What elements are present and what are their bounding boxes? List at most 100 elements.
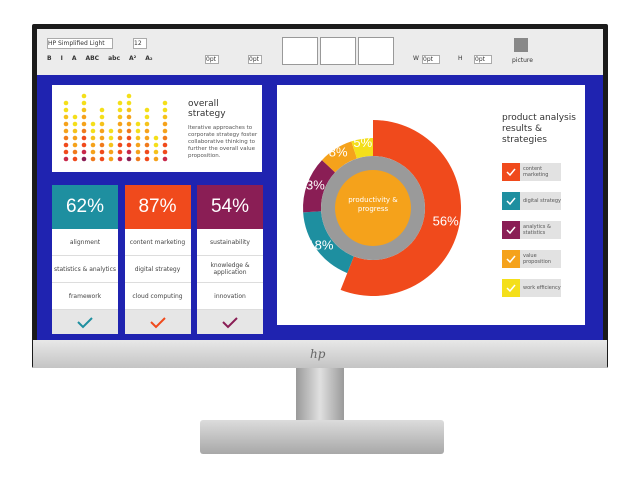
- format-button[interactable]: A₂: [145, 55, 153, 62]
- dot: [63, 121, 69, 127]
- dot: [99, 107, 105, 113]
- kpi-item: sustainability: [197, 229, 263, 256]
- dot: [144, 121, 150, 127]
- dim-input[interactable]: 0pt: [422, 55, 440, 64]
- dot: [90, 142, 96, 148]
- legend-swatch: [502, 192, 520, 210]
- slice-label: 18%: [307, 238, 333, 253]
- dot: [72, 135, 78, 141]
- kpi-value: 62%: [52, 185, 118, 229]
- kpi-item: framework: [52, 283, 118, 310]
- donut-chart: 56% 18% 13% 8% 5% productivity & progress: [299, 120, 461, 296]
- dot: [81, 135, 87, 141]
- dot: [126, 142, 132, 148]
- center-circle: [335, 170, 411, 246]
- dot: [144, 114, 150, 120]
- size-select[interactable]: 12: [133, 38, 147, 49]
- chart-title: product analysis results & strategies: [502, 113, 576, 145]
- dot: [153, 135, 159, 141]
- dot: [117, 156, 123, 162]
- dot: [117, 121, 123, 127]
- donut-slice: [340, 120, 461, 296]
- kpi-item: alignment: [52, 229, 118, 256]
- picture-icon[interactable]: [514, 38, 528, 52]
- stand-base: [200, 420, 444, 454]
- dot: [135, 135, 141, 141]
- format-button[interactable]: I: [60, 55, 63, 62]
- format-button[interactable]: abc: [108, 55, 120, 62]
- font-select[interactable]: HP Simplified Light: [47, 38, 113, 49]
- kpi-card: 54% sustainability knowledge & application…: [197, 185, 263, 334]
- format-button[interactable]: A²: [129, 55, 137, 62]
- dot: [63, 135, 69, 141]
- legend-check: [506, 197, 516, 206]
- dot: [63, 114, 69, 120]
- kpi-item: innovation: [197, 283, 263, 310]
- legend-label: value proposition: [520, 250, 561, 268]
- dot: [72, 121, 78, 127]
- format-button[interactable]: A: [71, 55, 77, 62]
- check-mark: [149, 317, 166, 329]
- dot: [108, 149, 114, 155]
- dot: [117, 107, 123, 113]
- legend: content marketing digital strategy analyti…: [502, 163, 561, 308]
- donut-slice: [303, 160, 336, 213]
- dot: [99, 121, 105, 127]
- legend-item: value proposition: [502, 250, 561, 268]
- check-icon: [77, 317, 93, 329]
- dot: [126, 121, 132, 127]
- dot: [144, 149, 150, 155]
- format-button[interactable]: ABC: [85, 55, 100, 62]
- dot: [144, 135, 150, 141]
- dot: [108, 128, 114, 134]
- strategy-card: overall strategy Iterative approaches to…: [52, 85, 262, 172]
- legend-check: [506, 255, 516, 264]
- kpi-value: 54%: [197, 185, 263, 229]
- kpi-card: 87% content marketing digital strategy clou…: [124, 185, 191, 334]
- spacing[interactable]: 0pt: [205, 55, 219, 64]
- legend-label: digital strategy: [520, 192, 561, 210]
- dot: [162, 142, 168, 148]
- legend-item: digital strategy: [502, 192, 561, 210]
- dot: [117, 128, 123, 134]
- kpi-card: 62% alignment statistics & analytics framew…: [52, 185, 118, 334]
- kpi-item: knowledge & application: [197, 256, 263, 283]
- spacing[interactable]: 0pt: [248, 55, 262, 64]
- dot: [81, 156, 87, 162]
- dot: [126, 128, 132, 134]
- chart-icon[interactable]: [320, 37, 356, 65]
- legend-check: [506, 284, 516, 293]
- dot: [63, 107, 69, 113]
- chart-icon[interactable]: [282, 37, 318, 65]
- dot: [99, 156, 105, 162]
- dot: [72, 114, 78, 120]
- check-area: [197, 310, 263, 334]
- dot: [126, 100, 132, 106]
- dot: [81, 128, 87, 134]
- strategy-body: Iterative approaches to corporate strate…: [188, 125, 258, 159]
- dot: [81, 93, 87, 99]
- legend-swatch: [502, 221, 520, 239]
- dot-graphic: [63, 93, 168, 162]
- dot: [72, 149, 78, 155]
- donut-slice: [321, 141, 357, 173]
- dot: [135, 142, 141, 148]
- dot: [144, 156, 150, 162]
- check-icon: [149, 317, 166, 329]
- legend-label: analytics & statistics: [520, 221, 561, 239]
- slice-label: 13%: [299, 177, 325, 192]
- dot: [90, 156, 96, 162]
- logo: hp: [310, 347, 326, 361]
- dot: [90, 121, 96, 127]
- legend-label: work efficiency: [520, 279, 561, 297]
- dim-input[interactable]: 0pt: [474, 55, 492, 64]
- slice-label: 8%: [329, 145, 348, 160]
- chart-icon[interactable]: [358, 37, 394, 65]
- chart-panel: 56% 18% 13% 8% 5% productivity & progress pro…: [277, 85, 585, 325]
- dot: [126, 114, 132, 120]
- dot: [81, 114, 87, 120]
- check-icon: [222, 317, 238, 329]
- strategy-title: overall strategy: [188, 99, 226, 119]
- legend-item: work efficiency: [502, 279, 561, 297]
- format-button[interactable]: B: [47, 55, 52, 62]
